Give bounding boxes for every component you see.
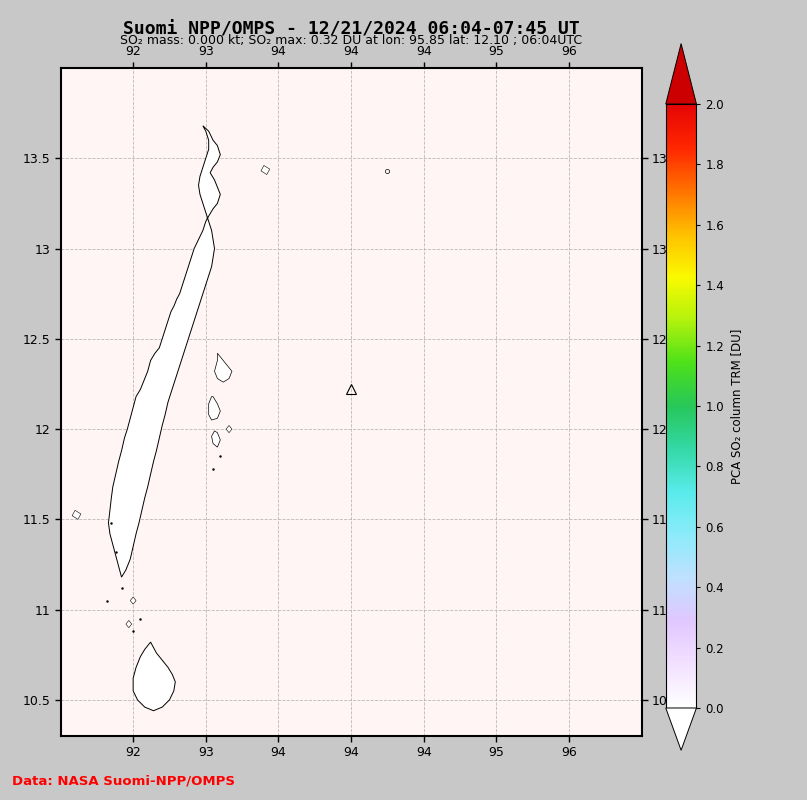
Polygon shape	[215, 354, 232, 382]
Polygon shape	[133, 642, 175, 710]
Polygon shape	[209, 397, 220, 420]
Polygon shape	[226, 426, 232, 433]
Polygon shape	[130, 597, 136, 604]
Polygon shape	[126, 621, 132, 628]
Polygon shape	[666, 708, 696, 750]
Polygon shape	[261, 166, 270, 174]
Polygon shape	[72, 510, 81, 519]
Polygon shape	[108, 126, 220, 577]
Polygon shape	[211, 431, 220, 447]
Text: SO₂ mass: 0.000 kt; SO₂ max: 0.32 DU at lon: 95.85 lat: 12.10 ; 06:04UTC: SO₂ mass: 0.000 kt; SO₂ max: 0.32 DU at …	[120, 34, 582, 47]
Text: Data: NASA Suomi-NPP/OMPS: Data: NASA Suomi-NPP/OMPS	[12, 775, 235, 788]
Polygon shape	[666, 43, 696, 104]
Y-axis label: PCA SO₂ column TRM [DU]: PCA SO₂ column TRM [DU]	[730, 328, 742, 484]
Text: Suomi NPP/OMPS - 12/21/2024 06:04-07:45 UT: Suomi NPP/OMPS - 12/21/2024 06:04-07:45 …	[123, 20, 579, 38]
